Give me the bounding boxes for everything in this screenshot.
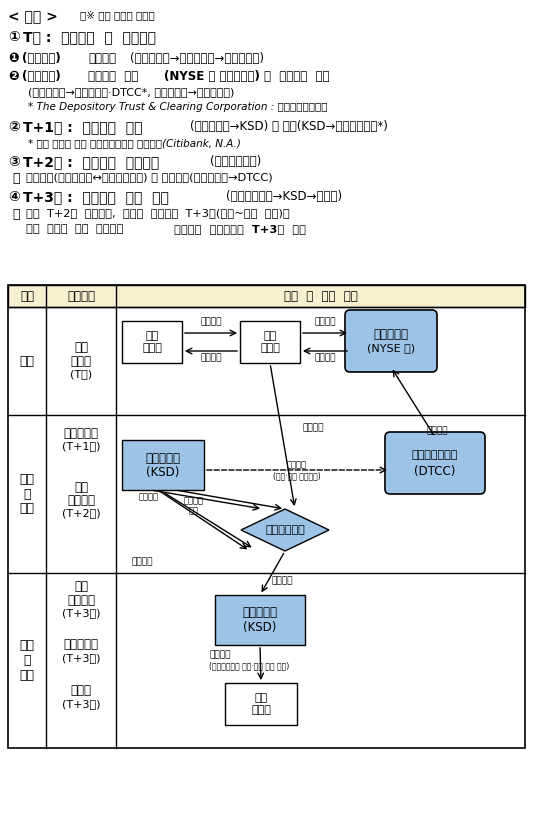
FancyBboxPatch shape <box>385 432 485 494</box>
Text: 결제자금
송금: 결제자금 송금 <box>183 496 203 516</box>
Bar <box>122 440 204 490</box>
Text: ㅇ: ㅇ <box>12 208 20 221</box>
Text: 결제지시: 결제지시 <box>131 557 153 566</box>
Text: 매매주문: 매매주문 <box>200 317 222 326</box>
Text: 국내: 국내 <box>146 331 159 341</box>
Text: ④: ④ <box>8 190 20 204</box>
Text: T+1일 :  결제지시  접수: T+1일 : 결제지시 접수 <box>23 120 142 134</box>
Text: (DTCC): (DTCC) <box>414 465 456 477</box>
Text: 보관기관: 보관기관 <box>67 493 95 506</box>
Text: (KSD): (KSD) <box>147 466 180 478</box>
Text: T+3일 :  결제처리  내역  통보: T+3일 : 결제처리 내역 통보 <box>23 190 169 204</box>
Text: (T+3일): (T+3일) <box>62 608 100 618</box>
Text: 결제지시: 결제지시 <box>139 492 159 501</box>
Text: (T+3일): (T+3일) <box>62 699 100 709</box>
Text: * The Depository Trust & Clearing Corporation : 미국예탁결제기관: * The Depository Trust & Clearing Corpor… <box>28 102 327 112</box>
Text: 결제  결과를  확인  가능하여: 결제 결과를 확인 가능하여 <box>26 224 131 234</box>
Text: 현지  T+2일  결제이나,  시차상  국내에서  T+3일(새벽~이른  오후)에: 현지 T+2일 결제이나, 시차상 국내에서 T+3일(새벽~이른 오후)에 <box>26 208 290 218</box>
Text: (외국보관기관): (외국보관기관) <box>210 155 261 168</box>
Text: (KSD): (KSD) <box>243 621 277 634</box>
Text: ②: ② <box>8 120 20 134</box>
Text: 보관기관: 보관기관 <box>67 593 95 606</box>
Bar <box>225 683 297 725</box>
Text: 국내: 국내 <box>74 341 88 353</box>
Bar <box>8 285 525 748</box>
Text: 매매주문: 매매주문 <box>314 317 336 326</box>
Text: 예탁결제원: 예탁결제원 <box>63 426 99 440</box>
FancyBboxPatch shape <box>345 310 437 372</box>
Text: ③: ③ <box>8 155 20 169</box>
Text: 예탁결제원: 예탁결제원 <box>243 606 278 620</box>
Bar <box>240 321 300 363</box>
Text: 증권사: 증권사 <box>142 343 162 353</box>
Text: 증권사: 증권사 <box>251 705 271 715</box>
Text: 현지: 현지 <box>263 331 277 341</box>
Text: (T+3일): (T+3일) <box>62 653 100 663</box>
Text: (NYSE 등): (NYSE 등) <box>367 343 415 353</box>
Text: (매매체결): (매매체결) <box>22 70 69 83</box>
Text: 매매확인: 매매확인 <box>200 353 222 362</box>
Text: * 현재 미국의 경우 외국보관기관은 씨티은행(Citibank, N.A.): * 현재 미국의 경우 외국보관기관은 씨티은행(Citibank, N.A.) <box>28 138 241 148</box>
Text: T일 :  매매주문  및  매매체결: T일 : 매매주문 및 매매체결 <box>23 30 156 44</box>
Text: (T+2일): (T+2일) <box>62 508 100 518</box>
Text: 외국보관기관: 외국보관기관 <box>265 525 305 535</box>
Text: 예탁결제원: 예탁결제원 <box>146 451 181 465</box>
Text: (예탁자계좌부 증권·자금 증감 반영): (예탁자계좌부 증권·자금 증감 반영) <box>209 661 289 670</box>
Text: 매매  및  결제  흐름: 매매 및 결제 흐름 <box>284 290 357 302</box>
Text: 매매주문  체결: 매매주문 체결 <box>88 70 138 83</box>
Text: 외국: 외국 <box>74 481 88 493</box>
Text: 시장결제: 시장결제 <box>302 423 324 432</box>
Text: T+2일 :  현지시장  결제처리: T+2일 : 현지시장 결제처리 <box>23 155 159 169</box>
Text: (국내증권사→KSD) 및 전송(KSD→외국보관기관*): (국내증권사→KSD) 및 전송(KSD→외국보관기관*) <box>190 120 388 133</box>
Text: 증권사: 증권사 <box>70 355 92 367</box>
Text: ❷: ❷ <box>8 70 19 83</box>
Text: 기관결제: 기관결제 <box>287 460 307 469</box>
Text: 美예탁결제기관: 美예탁결제기관 <box>412 450 458 460</box>
Text: 매매주문: 매매주문 <box>88 52 116 65</box>
Text: 매매확인: 매매확인 <box>314 353 336 362</box>
Text: 통보
및
확인: 통보 및 확인 <box>20 639 35 682</box>
Text: 운영주체: 운영주체 <box>67 290 95 302</box>
Text: 결제통보: 결제통보 <box>271 576 293 585</box>
Text: 증권사: 증권사 <box>260 343 280 353</box>
Text: (매매주문): (매매주문) <box>22 52 69 65</box>
Bar <box>8 285 525 307</box>
Text: (미국거래소→현지증권사·DTCC*, 현지증권사→국내증권사): (미국거래소→현지증권사·DTCC*, 현지증권사→국내증권사) <box>28 87 235 97</box>
Text: 미국거래소: 미국거래소 <box>374 327 408 341</box>
Text: < 해외 >: < 해외 > <box>8 10 58 24</box>
Text: 기관결제(현지증권사↔외국보관기관) 및 시장결제(현지증권사→DTCC): 기관결제(현지증권사↔외국보관기관) 및 시장결제(현지증권사→DTCC) <box>26 172 272 182</box>
Text: 결제자료: 결제자료 <box>426 426 448 435</box>
Text: 지시
및
결제: 지시 및 결제 <box>20 472 35 516</box>
Text: (외국보관기관→KSD→증권사): (외국보관기관→KSD→증권사) <box>226 190 342 203</box>
Bar <box>215 595 305 645</box>
Bar <box>122 321 182 363</box>
Text: (증권·자금 동시결제): (증권·자금 동시결제) <box>273 471 321 480</box>
Text: (T+1일): (T+1일) <box>62 441 100 451</box>
Text: 결제통보: 결제통보 <box>209 650 230 659</box>
Text: (NYSE 등 미국거래소) 및  체결내역  통보: (NYSE 등 미국거래소) 및 체결내역 통보 <box>164 70 329 83</box>
Text: (국내증권사→현지증권사→미국거래소): (국내증권사→현지증권사→미국거래소) <box>130 52 264 65</box>
Text: ❶: ❶ <box>8 52 19 65</box>
Text: 구분: 구분 <box>20 290 34 302</box>
Text: ①: ① <box>8 30 20 44</box>
Text: 국내: 국내 <box>254 693 268 703</box>
Text: 국내시점  결제처리는  T+3일  소요: 국내시점 결제처리는 T+3일 소요 <box>174 224 306 234</box>
Text: 외국: 외국 <box>74 581 88 593</box>
Text: 예탁결제원: 예탁결제원 <box>63 639 99 651</box>
Text: （※ 미국 시장의 사례）: （※ 미국 시장의 사례） <box>80 10 155 20</box>
Text: 매매: 매매 <box>20 355 35 367</box>
Text: (T일): (T일) <box>70 369 92 379</box>
Text: 증권사: 증권사 <box>70 685 92 697</box>
Polygon shape <box>241 509 329 551</box>
Text: ㅇ: ㅇ <box>12 172 20 185</box>
